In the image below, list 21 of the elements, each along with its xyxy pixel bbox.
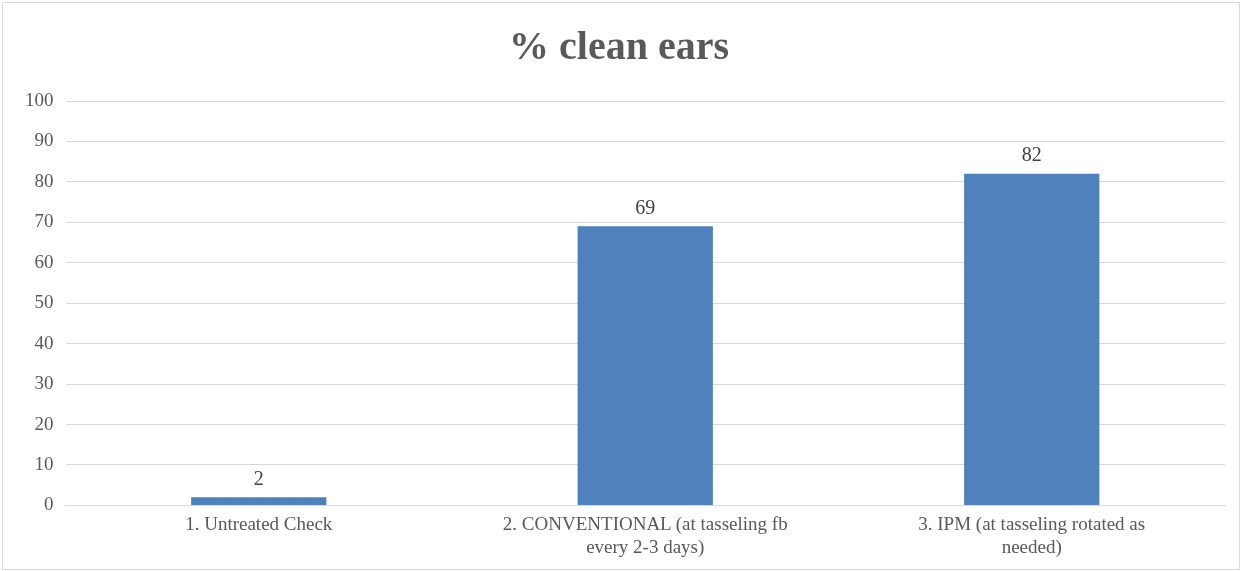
data-label: 2 bbox=[253, 466, 264, 489]
x-tick-label: 1. Untreated Check bbox=[185, 512, 333, 534]
y-tick-label: 60 bbox=[34, 250, 54, 272]
y-tick-label: 100 bbox=[25, 88, 54, 110]
y-tick-label: 70 bbox=[34, 210, 54, 232]
y-tick-label: 20 bbox=[34, 412, 54, 434]
bar bbox=[577, 226, 713, 505]
y-tick-label: 10 bbox=[34, 452, 54, 474]
y-tick-label: 30 bbox=[34, 372, 54, 394]
y-tick-label: 80 bbox=[34, 169, 54, 191]
y-tick-label: 50 bbox=[34, 291, 54, 313]
y-tick-label: 0 bbox=[44, 493, 54, 515]
data-label: 69 bbox=[635, 195, 656, 218]
bar bbox=[964, 173, 1100, 505]
x-tick-label: 2. CONVENTIONAL (at tasseling fb every 2-3 days) bbox=[502, 512, 788, 558]
x-tick-label: 3. IPM (at tasseling rotated as needed) bbox=[918, 512, 1146, 558]
y-tick-label: 40 bbox=[34, 331, 54, 353]
data-label: 82 bbox=[1021, 143, 1042, 166]
chart-title: % clean ears bbox=[509, 23, 729, 69]
y-tick-label: 90 bbox=[34, 129, 54, 151]
bar bbox=[191, 497, 327, 505]
